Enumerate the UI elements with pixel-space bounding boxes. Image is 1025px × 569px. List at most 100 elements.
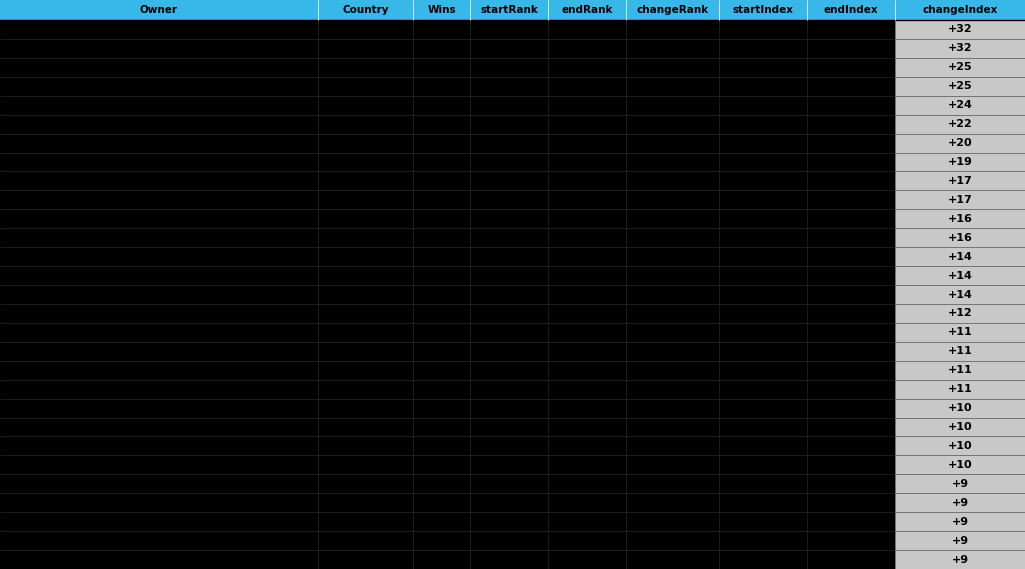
Bar (626, 171, 719, 191)
Bar (470, 399, 548, 418)
Bar (895, 247, 1025, 266)
Bar (626, 20, 719, 39)
Bar (0, 380, 318, 399)
Bar (719, 152, 807, 171)
Bar (318, 228, 413, 247)
Text: changeIndex: changeIndex (922, 5, 997, 15)
Bar (318, 191, 413, 209)
Text: +9: +9 (951, 555, 969, 564)
Bar (895, 455, 1025, 475)
Text: +11: +11 (948, 347, 973, 356)
Bar (548, 342, 626, 361)
Bar (413, 493, 470, 512)
Bar (895, 266, 1025, 285)
Bar (807, 191, 895, 209)
Bar (0, 20, 318, 39)
Bar (413, 285, 470, 304)
Bar (470, 531, 548, 550)
Bar (0, 399, 318, 418)
Bar (807, 247, 895, 266)
Bar (318, 266, 413, 285)
Bar (470, 171, 548, 191)
Bar (895, 512, 1025, 531)
Text: +16: +16 (947, 214, 973, 224)
Bar (719, 266, 807, 285)
Bar (895, 39, 1025, 58)
Bar (548, 58, 626, 77)
Bar (626, 512, 719, 531)
Bar (895, 342, 1025, 361)
Bar (895, 418, 1025, 436)
Bar (807, 455, 895, 475)
Bar (626, 247, 719, 266)
Bar (0, 342, 318, 361)
Bar (895, 493, 1025, 512)
Bar (719, 380, 807, 399)
Bar (807, 115, 895, 134)
Text: +25: +25 (948, 81, 973, 91)
Text: +14: +14 (947, 251, 973, 262)
Bar (413, 531, 470, 550)
Bar (719, 115, 807, 134)
Bar (0, 115, 318, 134)
Bar (626, 418, 719, 436)
Bar (548, 455, 626, 475)
Bar (719, 493, 807, 512)
Text: +11: +11 (948, 327, 973, 337)
Bar (626, 380, 719, 399)
Bar (895, 152, 1025, 171)
Text: +10: +10 (948, 403, 973, 413)
Text: +9: +9 (951, 479, 969, 489)
Bar (548, 191, 626, 209)
Bar (807, 399, 895, 418)
Bar (470, 493, 548, 512)
Bar (318, 418, 413, 436)
Bar (318, 247, 413, 266)
Bar (413, 380, 470, 399)
Bar (807, 342, 895, 361)
Text: startIndex: startIndex (733, 5, 793, 15)
Bar (470, 361, 548, 380)
Bar (413, 399, 470, 418)
Bar (807, 304, 895, 323)
Text: +10: +10 (948, 422, 973, 432)
Bar (626, 361, 719, 380)
Bar (548, 228, 626, 247)
Bar (318, 361, 413, 380)
Bar (413, 361, 470, 380)
Text: +9: +9 (951, 535, 969, 546)
Bar (318, 399, 413, 418)
Bar (807, 134, 895, 152)
Bar (318, 0, 413, 20)
Bar (413, 39, 470, 58)
Bar (470, 134, 548, 152)
Text: +11: +11 (948, 365, 973, 375)
Bar (548, 171, 626, 191)
Bar (719, 228, 807, 247)
Bar (0, 134, 318, 152)
Bar (0, 531, 318, 550)
Bar (470, 475, 548, 493)
Bar (470, 20, 548, 39)
Bar (413, 342, 470, 361)
Bar (548, 115, 626, 134)
Bar (626, 304, 719, 323)
Bar (470, 342, 548, 361)
Bar (719, 323, 807, 342)
Bar (318, 96, 413, 115)
Bar (807, 361, 895, 380)
Bar (470, 58, 548, 77)
Bar (0, 323, 318, 342)
Bar (895, 399, 1025, 418)
Bar (548, 77, 626, 96)
Bar (0, 550, 318, 569)
Bar (807, 531, 895, 550)
Bar (470, 115, 548, 134)
Bar (0, 0, 318, 20)
Bar (807, 96, 895, 115)
Bar (470, 209, 548, 228)
Bar (318, 512, 413, 531)
Text: +9: +9 (951, 498, 969, 508)
Bar (0, 58, 318, 77)
Bar (0, 266, 318, 285)
